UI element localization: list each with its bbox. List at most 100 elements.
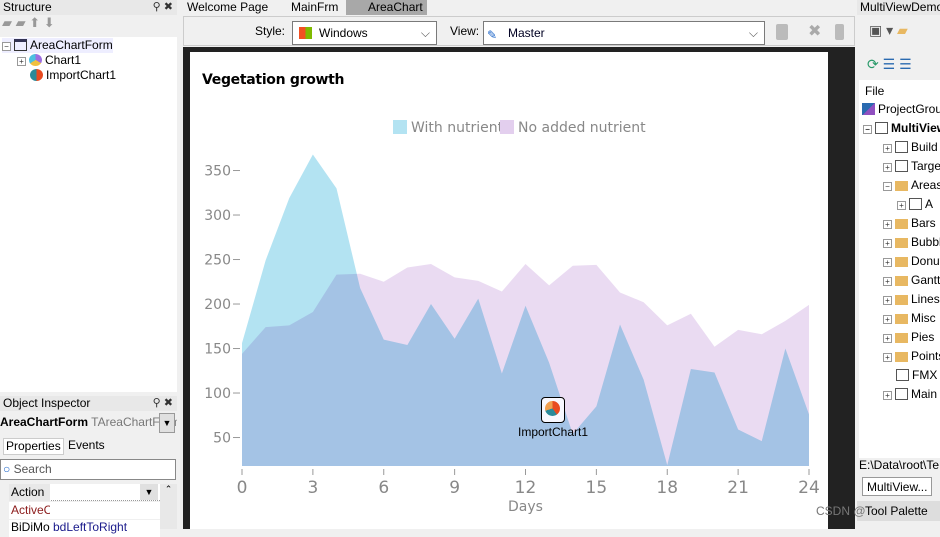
file-icon [895,388,908,400]
tree-item-fmx[interactable]: FMX [883,368,937,383]
area-chart[interactable]: 50 100 150 200 250 300 350 0 3 6 9 12 15 18 21 24 Days Wi… [190,52,828,529]
search-input[interactable]: ○ Search [0,459,176,480]
folder-icon [895,219,908,229]
chevron-down-icon[interactable]: ▼ [140,484,158,500]
object-selector[interactable]: AreaChartForm TAreaChartForm ▼ [0,413,177,433]
x-tick-label: 6 [378,478,389,498]
legend-label: No added nutrient [518,120,646,136]
legend-label: With nutrient [411,120,504,136]
scrollbar[interactable]: ⌃ [160,484,177,529]
x-tick-label: 18 [656,478,678,498]
y-tick-label: 300 [204,208,231,224]
sync-icon[interactable]: ⟳ ☰ ☰ [867,56,912,72]
y-tick-label: 100 [204,386,231,402]
property-row[interactable]: Action ▼ [9,484,160,501]
y-tick-label: 150 [204,342,231,358]
tree-item-chart[interactable]: + Chart1 [17,53,81,68]
import-chart-icon [541,397,565,423]
file-icon [909,198,922,210]
tree-item-form[interactable]: − AreaChartForm [2,38,113,53]
folder-icon[interactable]: ▰ ▰ [2,15,26,30]
chart-icon [29,54,42,66]
tab-areachart[interactable]: AreaChart [346,0,427,15]
tree-item-lines[interactable]: + Lines [883,292,940,307]
y-tick-label: 200 [204,297,231,313]
import-chart-component[interactable]: ImportChart1 [513,397,593,439]
import-chart-icon [30,69,43,81]
x-axis-label: Days [508,499,543,515]
chevron-down-icon: ⌵ [748,26,758,40]
style-combo[interactable]: Windows ⌵ [292,21,437,45]
tab-mainfrm[interactable]: MainFrm [291,0,339,14]
tree-item-importchart[interactable]: ImportChart1 [30,68,116,83]
x-tick-label: 24 [798,478,820,498]
editor-tabs: Welcome Page MainFrm AreaChart [183,0,855,15]
legend-swatch [500,120,514,134]
y-tick-label: 50 [213,431,231,447]
tree-item-donuts[interactable]: +Donuts [883,254,940,269]
search-icon: ○ [3,462,11,476]
windows-logo-icon [299,27,312,39]
project-path: E:\Data\root\Te [859,458,940,472]
file-icon [895,141,908,153]
file-icon [895,160,908,172]
structure-panel: Structure ⚲ ✖ ▰ ▰ ⬆ ⬇ − AreaChartForm + Ch… [0,0,177,392]
folder-icon [895,295,908,305]
tab-multiview[interactable]: MultiView... [862,477,933,496]
tree-item-pies[interactable]: + Pies [883,330,934,345]
arrow-up-icon[interactable]: ⬆ [29,15,41,30]
chevron-down-icon[interactable]: ▼ [159,413,175,433]
y-tick-label: 350 [204,164,231,180]
pencil-ruler-icon: ✎ [487,28,498,42]
device-icon[interactable] [776,24,788,40]
tree-item-project[interactable]: −MultiView [863,121,940,136]
designer-toolbar: Style: Windows ⌵ View: ✎ Master ⌵ ✖ [183,16,855,46]
tree-item-bars[interactable]: + Bars [883,216,936,231]
structure-title: Structure [0,0,177,15]
new-icon[interactable]: ▣ ▾ ▰ [869,22,908,38]
folder-icon [895,257,908,267]
object-inspector: Object Inspector ⚲ ✖ AreaChartForm TArea… [0,396,177,537]
y-tick-label: 250 [204,253,231,269]
tree-item-projectgroup[interactable]: ProjectGroup [862,102,940,117]
arrow-down-icon[interactable]: ⬇ [43,15,55,30]
pin-close-icons[interactable]: ⚲ ✖ [152,397,173,409]
tree-item-areas[interactable]: − Areas [883,178,940,193]
x-tick-label: 3 [307,478,318,498]
folder-icon [895,333,908,343]
tree-item-main[interactable]: + Main [883,387,937,402]
tab-properties[interactable]: Properties [3,438,64,455]
folder-icon [895,238,908,248]
x-tick-label: 15 [586,478,608,498]
tools-icon[interactable]: ✖ [808,23,822,40]
tree-item-gantt[interactable]: + Gantt [883,273,940,288]
view-combo[interactable]: ✎ Master ⌵ [483,21,765,45]
tree-item-misc[interactable]: + Misc [883,311,936,326]
project-panel: MultiViewDemo ▣ ▾ ▰ ⟳ ☰ ☰ File ProjectGr… [857,0,940,529]
phone-icon[interactable] [835,24,844,40]
tree-item-targets[interactable]: +Targets [883,159,940,174]
tool-palette-title: Tool Palette [857,501,940,521]
folder-icon [895,181,908,191]
chevron-down-icon: ⌵ [420,26,430,40]
property-row[interactable]: ActiveControl [9,502,160,519]
chart-title: Vegetation growth [202,72,345,88]
project-title: MultiViewDemo [857,0,940,15]
form-surface[interactable]: Vegetation growth 50 100 150 200 250 300 350 0 3… [190,52,828,529]
structure-toolbar: ▰ ▰ ⬆ ⬇ [0,15,177,37]
tree-item-points[interactable]: +Points [883,349,940,364]
form-icon [14,39,27,51]
pin-close-icons[interactable]: ⚲ ✖ [152,1,173,13]
area-series-no-added-nutrient [242,263,809,466]
inspector-title: Object Inspector [0,396,177,411]
x-tick-label: 12 [515,478,537,498]
legend-swatch [393,120,407,134]
tab-events[interactable]: Events [68,438,105,452]
tree-item-bubbles[interactable]: +Bubbles [883,235,940,250]
x-tick-label: 0 [237,478,248,498]
x-tick-label: 21 [727,478,749,498]
folder-icon [895,276,908,286]
tree-item-build[interactable]: + Build [883,140,938,155]
tree-item-a[interactable]: + A [897,197,933,212]
tab-welcome[interactable]: Welcome Page [187,0,269,14]
